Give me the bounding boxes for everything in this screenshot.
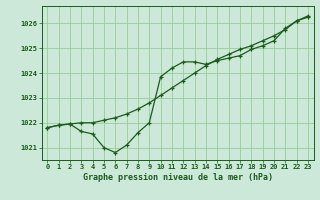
X-axis label: Graphe pression niveau de la mer (hPa): Graphe pression niveau de la mer (hPa) — [83, 173, 273, 182]
